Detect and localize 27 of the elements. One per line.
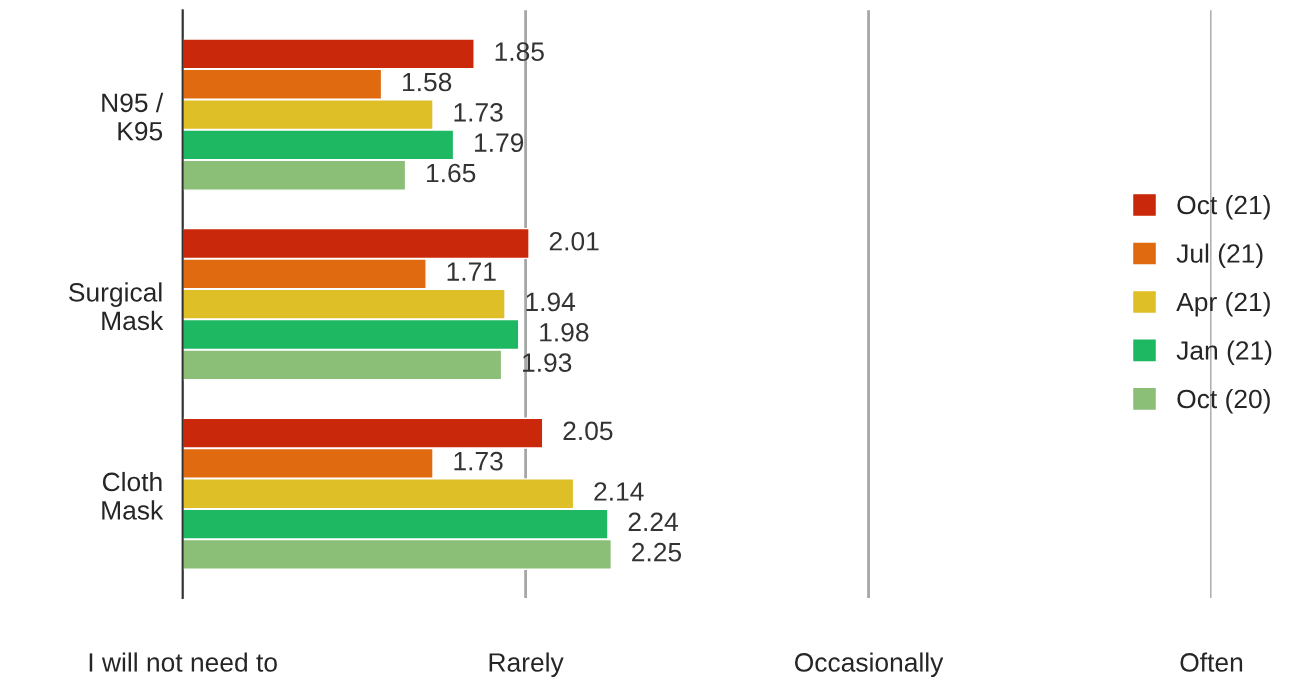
data-label: 1.73 bbox=[454, 451, 503, 471]
data-label: 1.71 bbox=[447, 262, 496, 281]
data-label: 1.65 bbox=[427, 163, 476, 183]
data-label: 1.79 bbox=[475, 133, 524, 153]
data-label: 2.05 bbox=[563, 421, 613, 441]
text: Rarely bbox=[489, 652, 564, 678]
data-label: 1.58 bbox=[403, 72, 452, 92]
legend-label: Apr (21) bbox=[1176, 291, 1270, 317]
y-tick-label: Surgical Mask bbox=[69, 282, 164, 331]
legend-label: Jul (21) bbox=[1176, 243, 1263, 269]
data-label: 2.14 bbox=[594, 482, 644, 501]
text: I will not need to bbox=[89, 652, 277, 672]
y-tick-label: N95 / K95 bbox=[102, 92, 164, 141]
data-label: 2.01 bbox=[549, 231, 599, 251]
data-label: 2.24 bbox=[628, 512, 678, 531]
text: Occasionally bbox=[795, 652, 944, 678]
legend-label: Oct (21) bbox=[1177, 194, 1270, 220]
data-label: 1.93 bbox=[523, 353, 572, 372]
data-label: 1.73 bbox=[454, 103, 503, 122]
legend-label: Jan (21) bbox=[1176, 340, 1272, 366]
y-tick-label: Cloth Mask bbox=[102, 471, 164, 520]
data-label: 1.85 bbox=[495, 42, 544, 62]
data-label: 1.94 bbox=[526, 292, 576, 312]
data-label: 1.98 bbox=[540, 322, 589, 342]
text: Often bbox=[1180, 652, 1243, 672]
legend-label: Oct (20) bbox=[1177, 388, 1270, 414]
data-label: 2.25 bbox=[632, 542, 682, 562]
